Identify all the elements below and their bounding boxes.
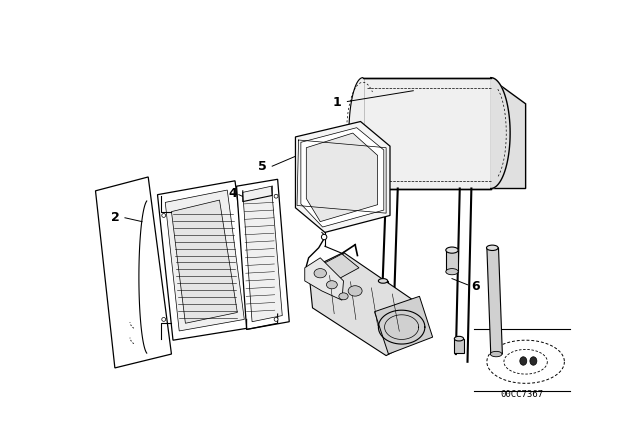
Polygon shape xyxy=(243,186,282,322)
Ellipse shape xyxy=(326,281,337,289)
Text: 4: 4 xyxy=(228,187,237,200)
Polygon shape xyxy=(157,181,254,340)
Text: 1: 1 xyxy=(333,96,342,109)
Ellipse shape xyxy=(162,318,166,321)
Ellipse shape xyxy=(530,357,537,365)
Ellipse shape xyxy=(490,351,502,357)
Polygon shape xyxy=(309,254,359,286)
Polygon shape xyxy=(308,252,421,356)
Polygon shape xyxy=(504,349,547,374)
Text: 6: 6 xyxy=(471,280,479,293)
Ellipse shape xyxy=(520,357,527,365)
Text: 5: 5 xyxy=(258,160,266,173)
Ellipse shape xyxy=(348,286,362,296)
Ellipse shape xyxy=(314,269,326,278)
Polygon shape xyxy=(301,128,384,227)
Polygon shape xyxy=(165,190,244,331)
Polygon shape xyxy=(363,78,491,189)
Polygon shape xyxy=(374,296,433,354)
Polygon shape xyxy=(172,200,237,323)
Polygon shape xyxy=(95,177,172,368)
Ellipse shape xyxy=(378,279,388,283)
Polygon shape xyxy=(487,340,564,383)
Polygon shape xyxy=(491,78,525,189)
Ellipse shape xyxy=(454,336,463,341)
Ellipse shape xyxy=(321,234,327,240)
Ellipse shape xyxy=(486,245,498,250)
Bar xyxy=(446,250,458,271)
Ellipse shape xyxy=(446,269,458,275)
Polygon shape xyxy=(491,78,510,189)
Polygon shape xyxy=(349,78,363,189)
Polygon shape xyxy=(305,258,344,300)
Polygon shape xyxy=(487,248,502,354)
Polygon shape xyxy=(307,133,378,222)
Polygon shape xyxy=(237,179,289,329)
Text: 00CC7367: 00CC7367 xyxy=(500,390,543,399)
Polygon shape xyxy=(296,121,390,233)
Ellipse shape xyxy=(274,194,278,198)
Text: 7: 7 xyxy=(316,288,324,301)
Text: 2: 2 xyxy=(111,211,119,224)
Bar xyxy=(454,339,463,353)
Ellipse shape xyxy=(274,318,278,321)
Ellipse shape xyxy=(339,293,348,300)
Ellipse shape xyxy=(446,247,458,253)
Polygon shape xyxy=(378,310,425,344)
Ellipse shape xyxy=(162,214,166,217)
Bar xyxy=(378,281,388,295)
Text: 3: 3 xyxy=(206,194,214,207)
